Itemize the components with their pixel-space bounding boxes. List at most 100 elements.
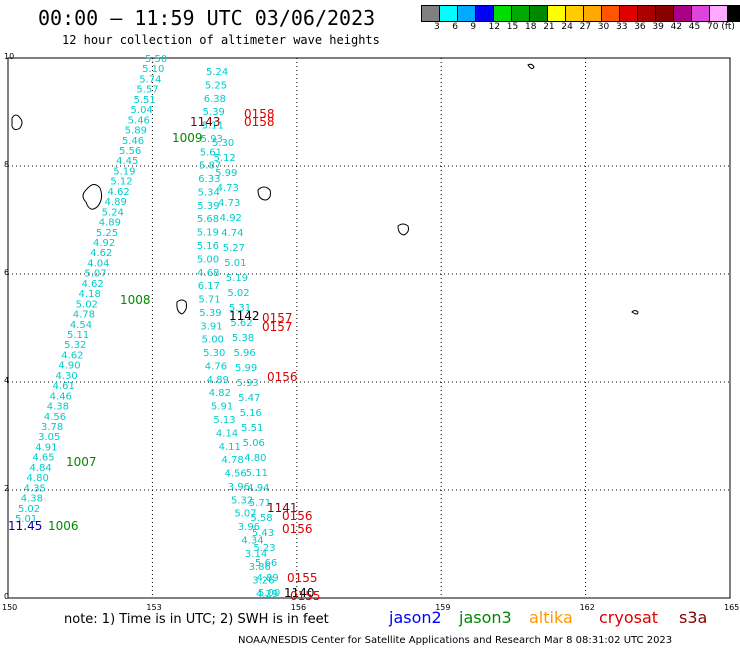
pass-time-label: 1006 xyxy=(48,519,79,533)
x-tick-label: 159 xyxy=(435,603,451,612)
swh-value: 3.91 xyxy=(200,321,222,332)
swh-value: 4.82 xyxy=(209,388,231,399)
swh-value: 5.12 xyxy=(214,153,236,164)
pass-time-label: 0157 xyxy=(262,311,293,325)
swh-value: 5.00 xyxy=(202,335,224,346)
scale-label: 24 xyxy=(561,22,573,32)
swh-value: 5.39 xyxy=(197,201,219,212)
swh-value: 5.02 xyxy=(18,504,40,515)
swh-value: 5.91 xyxy=(211,402,233,413)
pass-time-label: 0156 xyxy=(282,509,313,523)
scale-label: 12 xyxy=(488,22,501,32)
swh-value: 4.89 xyxy=(105,197,127,208)
swh-value: 4.74 xyxy=(221,228,243,239)
swh-value: 5.32 xyxy=(231,495,253,506)
swh-value: 5.07 xyxy=(234,509,256,520)
pass-time-label: 0156 xyxy=(282,522,313,536)
swh-value: 4.62 xyxy=(107,187,129,198)
scale-label: 42 xyxy=(670,22,683,32)
pass-time-label: 1141 xyxy=(267,501,298,515)
satellite-legend-item: s3a xyxy=(679,608,708,627)
altimeter-tracks: 5.505.105.745.575.515.045.465.895.465.56… xyxy=(8,54,321,603)
pass-time-label: 0156 xyxy=(267,370,298,384)
color-scale-labels: 3 6 9 12 15 18 21 24 27 30 33 36 39 42 45 70 (ft) xyxy=(422,22,740,34)
swh-value: 5.16 xyxy=(197,241,219,252)
scale-label: 45 xyxy=(688,22,701,32)
swh-value: 5.13 xyxy=(213,415,235,426)
swh-value: 5.32 xyxy=(64,340,86,351)
swh-value: 5.02 xyxy=(227,288,249,299)
swh-value: 5.38 xyxy=(232,333,254,344)
swh-value: 4.46 xyxy=(50,391,72,402)
swh-value: 4.80 xyxy=(27,473,49,484)
swh-value: 5.57 xyxy=(136,85,158,96)
swh-value: 4.18 xyxy=(79,289,101,300)
swh-value: 5.51 xyxy=(133,95,155,106)
x-tick-label: 162 xyxy=(579,603,595,612)
pass-time-label: 1009 xyxy=(172,131,203,145)
swh-value: 4.29 xyxy=(256,589,278,600)
island-shape xyxy=(631,310,639,315)
swh-value: 4.89 xyxy=(99,218,121,229)
scale-label: 39 xyxy=(652,22,664,32)
swh-value: 5.61 xyxy=(200,147,222,158)
color-scale xyxy=(421,5,740,22)
swh-value: 3.86 xyxy=(249,562,271,573)
swh-value: 5.30 xyxy=(212,138,234,149)
swh-value: 5.93 xyxy=(201,134,223,145)
y-tick-label: 8 xyxy=(4,160,10,169)
page-subtitle: 12 hour collection of altimeter wave hei… xyxy=(62,33,380,47)
swh-value: 5.00 xyxy=(197,254,219,265)
swh-value: 5.89 xyxy=(125,126,147,137)
swh-value: 5.87 xyxy=(199,161,221,172)
swh-value: 5.04 xyxy=(131,105,153,116)
swh-value: 5.50 xyxy=(145,54,167,65)
swh-value: 5.24 xyxy=(206,67,228,78)
swh-value: 5.34 xyxy=(198,187,220,198)
satellite-legend-item: jason2 xyxy=(389,608,442,627)
swh-value: 3.14 xyxy=(245,549,267,560)
swh-value: 5.19 xyxy=(226,273,248,284)
island-shape xyxy=(82,184,103,210)
swh-value: 6.33 xyxy=(198,174,220,185)
swh-value: 3.26 xyxy=(252,576,274,587)
swh-value: 4.35 xyxy=(24,483,46,494)
swh-value: 4.45 xyxy=(116,156,138,167)
swh-value: 3.78 xyxy=(41,422,63,433)
scale-label: 21 xyxy=(543,22,555,32)
swh-value: 4.61 xyxy=(53,381,75,392)
credit-line: NOAA/NESDIS Center for Satellite Applica… xyxy=(238,635,673,646)
swh-value: 5.58 xyxy=(250,513,272,524)
swh-value: 5.99 xyxy=(215,168,237,179)
scale-label: 3 xyxy=(434,22,440,32)
scale-label: 15 xyxy=(506,22,519,32)
swh-value: 4.73 xyxy=(218,198,240,209)
swh-value: 4.78 xyxy=(222,455,244,466)
island-shape xyxy=(11,114,23,131)
swh-value: 5.11 xyxy=(67,330,89,341)
swh-value: 4.84 xyxy=(29,463,51,474)
x-tick-label: 150 xyxy=(2,603,18,612)
swh-value: 5.71 xyxy=(249,498,271,509)
swh-value: 5.06 xyxy=(243,438,265,449)
map-frame xyxy=(7,57,731,599)
swh-value: 4.73 xyxy=(217,183,239,194)
swh-value: 5.25 xyxy=(96,228,118,239)
swh-value: 5.19 xyxy=(113,166,135,177)
swh-value: 4.62 xyxy=(90,248,112,259)
y-tick-label: 10 xyxy=(4,52,15,61)
satellite-legend-item: altika xyxy=(529,608,573,627)
swh-value: 5.56 xyxy=(119,146,141,157)
pass-time-label: 0155 xyxy=(290,589,321,603)
swh-value: 3.96 xyxy=(238,522,260,533)
pass-time-label: 0155 xyxy=(287,571,318,585)
swh-value: 5.39 xyxy=(199,308,221,319)
swh-value: 5.24 xyxy=(102,207,124,218)
scale-label: 9 xyxy=(470,22,477,32)
pass-time-label: 0157 xyxy=(262,320,293,334)
x-tick-label: 153 xyxy=(146,603,162,612)
swh-value: 4.34 xyxy=(241,535,263,546)
islands xyxy=(11,63,639,315)
swh-value: 5.01 xyxy=(224,258,246,269)
